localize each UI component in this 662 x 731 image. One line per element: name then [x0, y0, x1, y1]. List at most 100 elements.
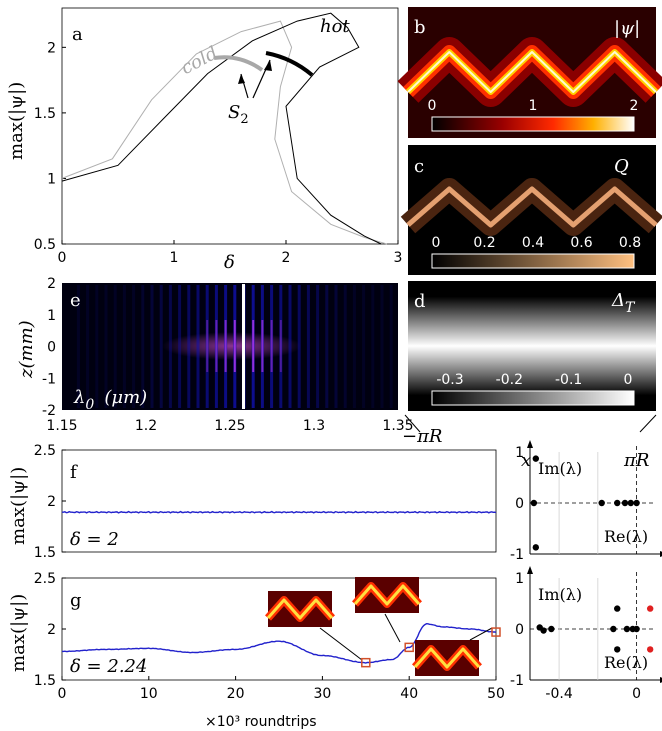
- s2-arrowhead-2: [238, 74, 245, 84]
- e-ytick-label: 0: [47, 340, 56, 356]
- f-ytick-label: 2: [47, 494, 56, 510]
- panel-e-letter: e: [70, 290, 81, 311]
- mark-tick-right: [639, 414, 657, 433]
- panel-d-letter: d: [414, 291, 426, 312]
- e-fringe-core: [215, 320, 218, 372]
- panel-f-frame: [61, 449, 497, 553]
- panel-g-ylabel: max(|ψ|): [8, 594, 29, 672]
- c-ctick-label: 0.6: [570, 235, 592, 251]
- e-fringe: [362, 285, 366, 408]
- b-core-hi: [407, 51, 657, 93]
- stab_g-ytick-label: -1: [510, 673, 524, 689]
- a-xtick-label: 2: [282, 250, 291, 266]
- panel-d-symbol-main: Δ: [611, 290, 625, 311]
- panel-d-colorbar-ticks: -0.3 -0.2 -0.1 0: [436, 372, 632, 388]
- stab_f-ytick-label: 1: [515, 445, 524, 461]
- e-fringe-core: [206, 320, 209, 372]
- panel-g-xticks: 0 10 20 30 40 50: [58, 676, 505, 702]
- e-fringe: [76, 285, 80, 408]
- panel-b-letter: b: [414, 17, 426, 38]
- stab_g-xlabel: Re(λ): [604, 653, 648, 672]
- stab_g-eigen-point: [633, 625, 640, 633]
- c-core: [406, 186, 658, 228]
- a-ytick-label: 1: [47, 171, 56, 187]
- e-fringe: [196, 285, 200, 408]
- stab_g-eigen-point: [610, 625, 617, 633]
- panel-g-insets: [265, 577, 493, 676]
- e-xtick-label: 1.35: [382, 418, 413, 434]
- b-ctick-label: 1: [529, 98, 538, 114]
- g-xtick-label: 50: [487, 686, 505, 702]
- mark-left-pir: −πR: [402, 426, 442, 447]
- panel-a-ylabel: max(|ψ|): [6, 82, 27, 160]
- g-inset-core: [266, 598, 334, 620]
- b-ctick-label: 2: [630, 98, 639, 114]
- e-fringe-core: [279, 320, 282, 372]
- g-marker: [361, 657, 371, 668]
- e-fringe: [122, 285, 126, 408]
- panel-d-symbol-sub: T: [625, 300, 636, 316]
- e-fringe: [178, 285, 182, 408]
- panel-c-colorbar: [431, 253, 635, 269]
- stab_f-eigen-point: [532, 544, 540, 551]
- e-xtick-label: 1.3: [303, 418, 325, 434]
- e-fringe-core: [261, 320, 264, 372]
- label-s2-main: S: [228, 102, 240, 123]
- stab_f-eigen-point: [532, 455, 540, 462]
- label-s2-sub: 2: [240, 112, 248, 127]
- panel-e-ylabel: z(mm): [16, 320, 37, 379]
- panel-f-yticks: 2.5 2 1.5: [34, 443, 66, 561]
- e-fringe: [104, 285, 108, 408]
- stab_f-eigen-point: [621, 499, 629, 507]
- e-fringe: [187, 285, 191, 408]
- g-marker: [491, 627, 501, 637]
- e-fringe: [279, 285, 283, 408]
- g-ytick-label: 1.5: [34, 673, 56, 689]
- stab_g-ytick-label: 1: [515, 571, 524, 587]
- g-xtick-label: 30: [313, 686, 331, 702]
- e-fringe: [205, 285, 209, 408]
- c-ctick-label: 0.8: [619, 235, 641, 251]
- c-ctick-label: 0.4: [522, 235, 544, 251]
- panel-d-symbol: ΔT: [611, 290, 636, 316]
- panel-c-letter: c: [414, 156, 424, 177]
- e-fringe: [389, 285, 393, 408]
- e-fringe: [316, 285, 320, 408]
- d-ctick-label: -0.2: [496, 372, 523, 388]
- panel-e-xlabel: λ0 (μm): [73, 387, 147, 413]
- stab_f-eigen-point: [627, 499, 634, 507]
- panel-e-xlabel-main: λ: [73, 387, 85, 408]
- panel-b: b |ψ| 0 1 2: [397, 7, 662, 138]
- g-xtick-label: 10: [140, 686, 158, 702]
- panel-c: c Q 0 0.2 0.4 0.6 0.8: [400, 145, 662, 275]
- stability-f: 1 0 -1 Im(λ) Re(λ): [510, 440, 662, 563]
- panel-a-xlabel: δ: [224, 252, 235, 273]
- g-xtick-label: 20: [227, 686, 245, 702]
- panel-c-pattern: [400, 178, 662, 236]
- stab_g-eigen-unstable: [646, 605, 654, 612]
- e-fringe: [352, 285, 356, 408]
- e-fringe: [214, 285, 218, 408]
- e-fringe: [159, 285, 163, 408]
- f-ytick-label: 2.5: [34, 443, 56, 459]
- e-fringe-core: [224, 320, 227, 372]
- stab_f-xlabel: Re(λ): [604, 527, 648, 546]
- e-fringe: [95, 285, 99, 408]
- s2-arrowhead-1: [264, 60, 272, 71]
- stab_g-xtick-label: -0.4: [545, 686, 572, 702]
- f-ytick-label: 1.5: [34, 545, 56, 561]
- stab_f-eigen-point: [633, 499, 640, 507]
- e-xtick-label: 1.2: [135, 418, 157, 434]
- e-ytick-label: 1: [47, 308, 56, 324]
- e-fringe: [86, 285, 90, 408]
- label-hot: hot: [320, 16, 350, 37]
- stab_f-yaxis-arrow: [527, 440, 533, 448]
- stab_g-yaxis-arrow: [527, 566, 533, 574]
- e-fringe: [141, 285, 145, 408]
- panel-e-yticks: 2 1 0 -1 -2: [42, 276, 56, 419]
- stab_g-ytick-label: 0: [515, 622, 524, 638]
- e-fringe: [325, 285, 329, 408]
- g-inset-arrow: [469, 627, 493, 641]
- panel-e-xlabel-unit: (μm): [104, 387, 147, 408]
- panel-d: d ΔT -0.3 -0.2 -0.1 0: [408, 281, 656, 411]
